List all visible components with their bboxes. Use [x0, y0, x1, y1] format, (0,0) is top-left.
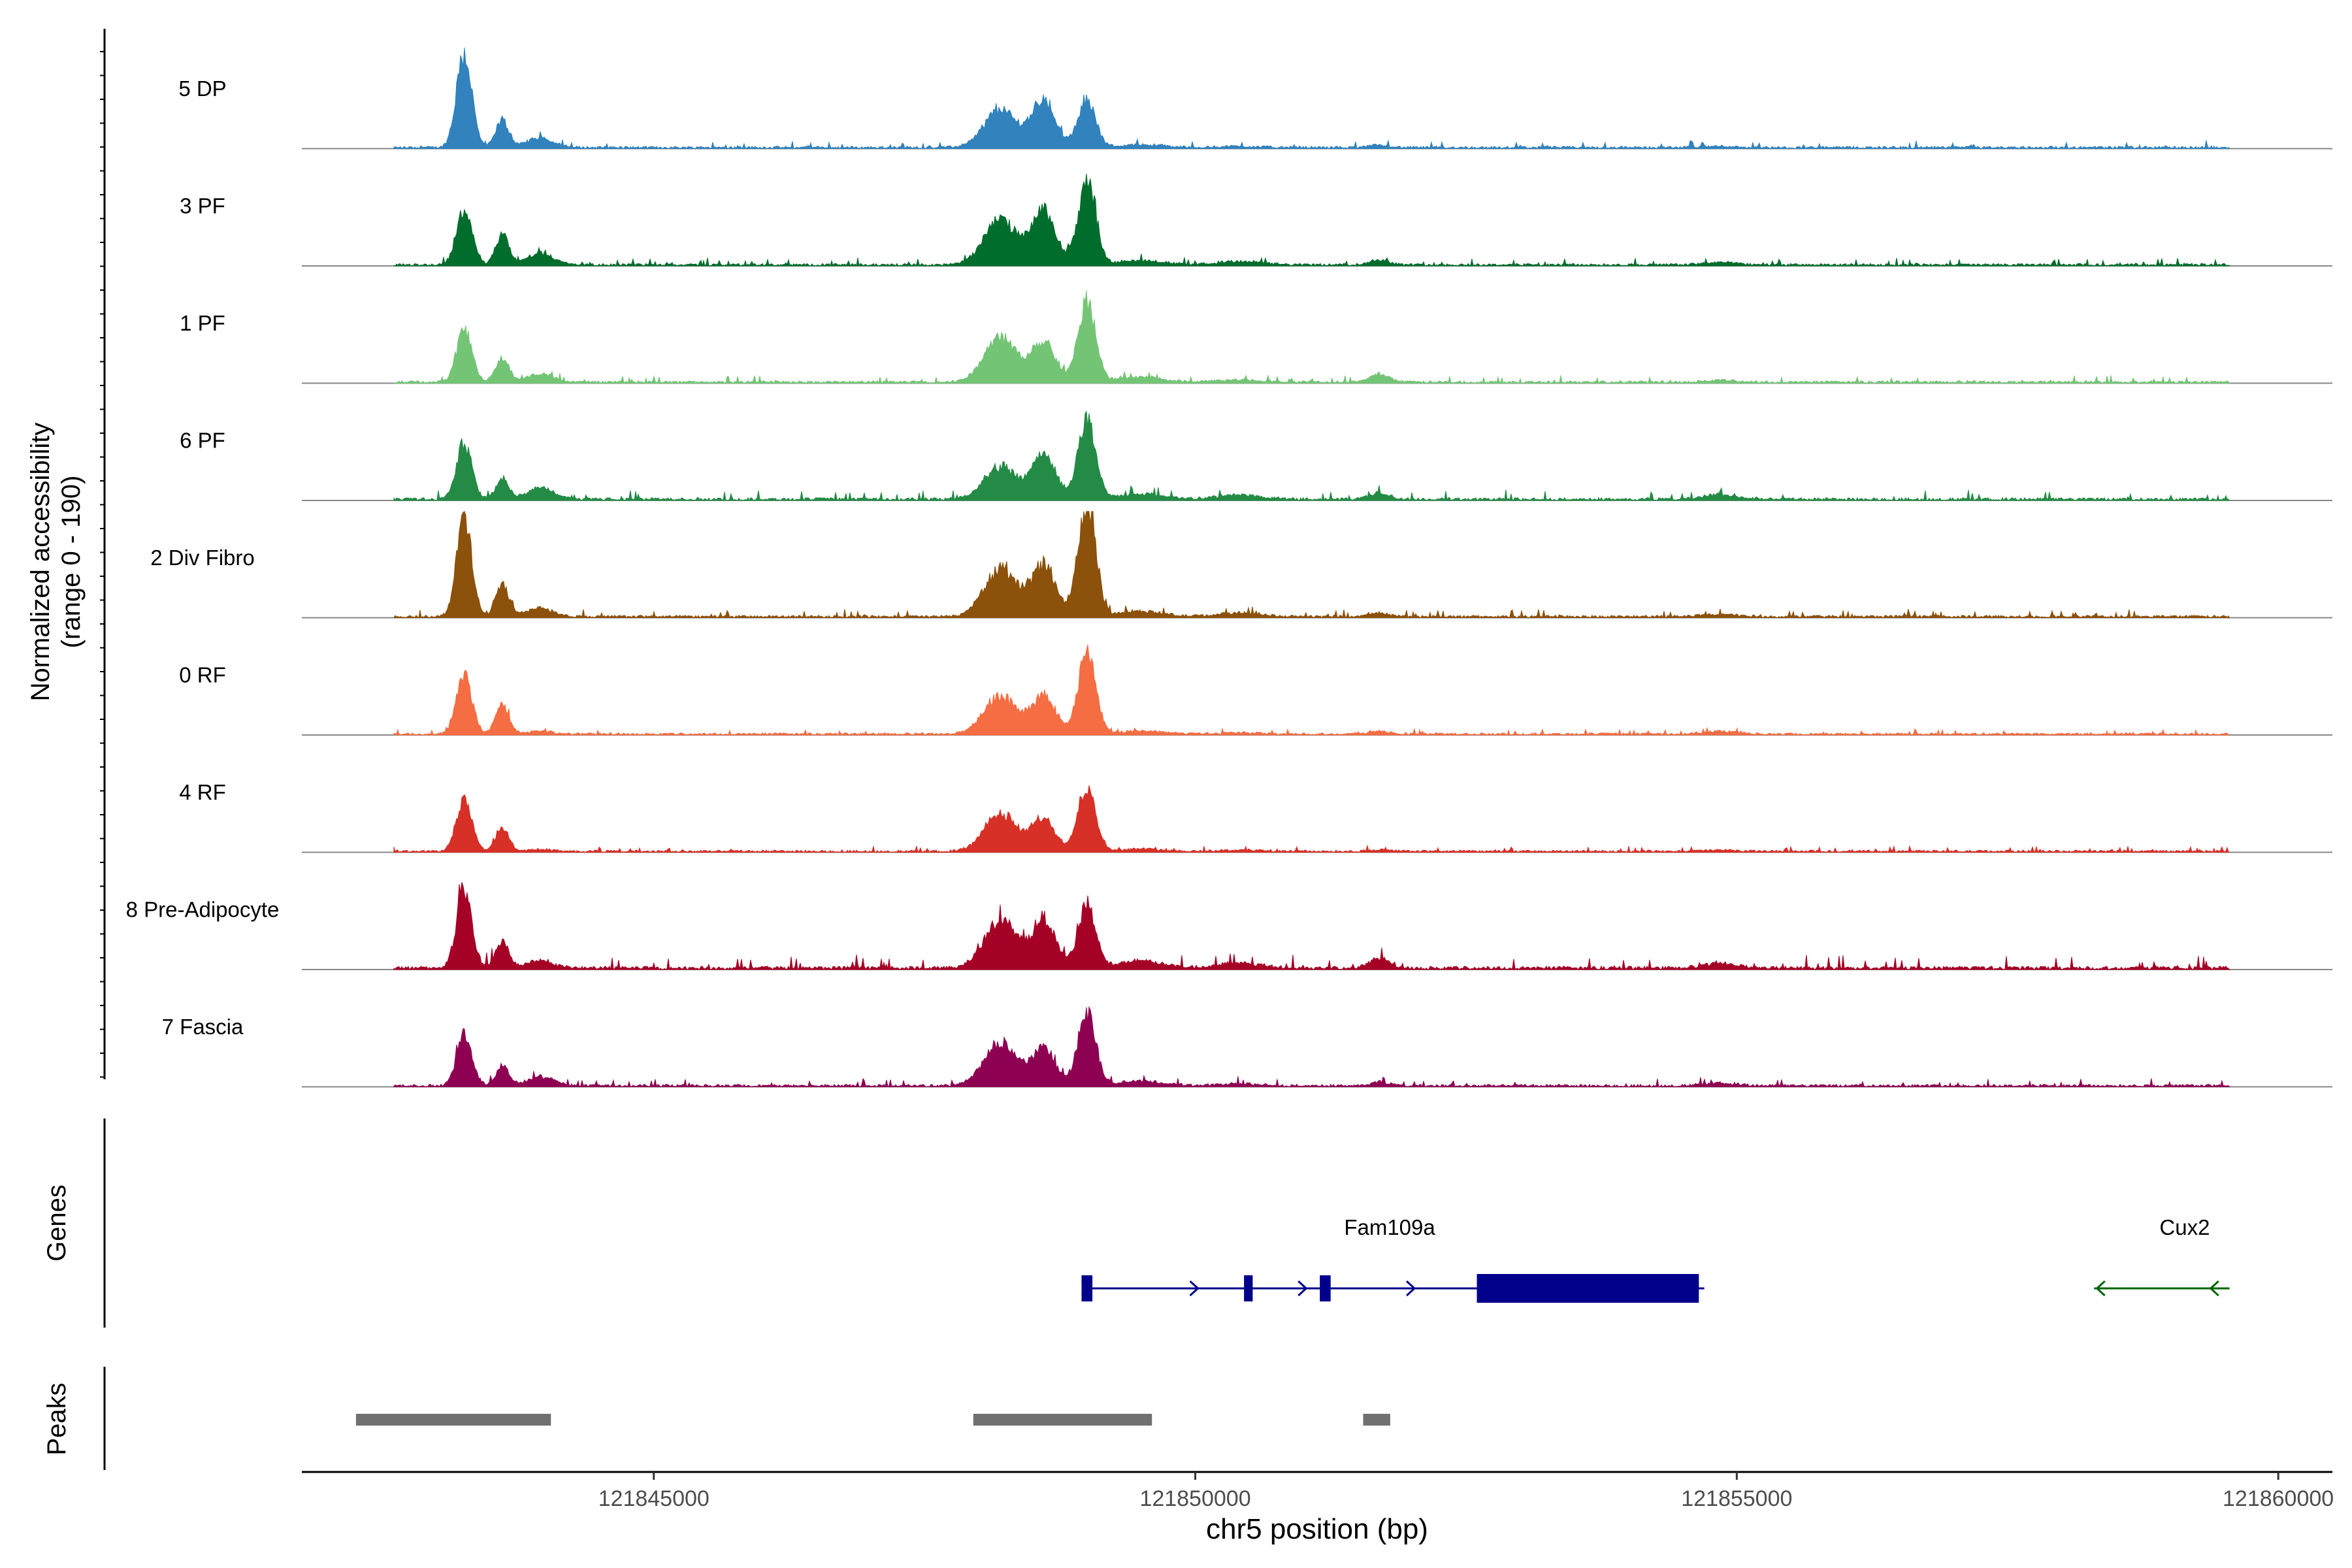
gene-name-label: Cux2 — [2159, 1215, 2210, 1239]
y-axis-title-line2: (range 0 - 190) — [57, 476, 86, 649]
genes-track: Fam109a Cux2 — [1081, 1215, 2230, 1303]
track-label: 3 PF — [180, 194, 225, 218]
track-2-div-fibro — [302, 511, 2332, 619]
track-7-fascia — [302, 1005, 2332, 1088]
accessibility-area — [393, 511, 2230, 619]
track-label: 1 PF — [180, 311, 225, 335]
track-8-pre-adipocyte — [302, 882, 2332, 971]
coverage-tracks — [302, 47, 2332, 1088]
accessibility-area — [393, 785, 2230, 853]
track-6-pf — [302, 410, 2332, 502]
strand-arrow — [2209, 1280, 2219, 1297]
track-label: 8 Pre-Adipocyte — [126, 898, 280, 922]
track-label: 0 RF — [179, 663, 226, 687]
track-label: 7 Fascia — [162, 1015, 244, 1039]
track-label: 6 PF — [180, 429, 225, 453]
track-5-dp — [302, 47, 2332, 150]
strand-arrow — [1081, 1280, 1091, 1297]
peaks-track-label: Peaks — [42, 1382, 71, 1455]
x-axis-title: chr5 position (bp) — [1206, 1513, 1428, 1545]
strand-arrow — [1298, 1280, 1308, 1297]
gene-name-label: Fam109a — [1344, 1215, 1435, 1239]
peaks-track — [355, 1414, 1390, 1426]
x-tick-label: 121860000 — [2223, 1486, 2334, 1511]
track-labels: 5 DP 3 PF 1 PF 6 PF 2 Div Fibro 0 RF 4 RF 8 Pre… — [126, 76, 280, 1039]
track-0-rf — [302, 644, 2332, 736]
track-label: 5 DP — [178, 76, 226, 101]
accessibility-area — [393, 47, 2230, 150]
genes-track-label: Genes — [42, 1184, 71, 1262]
strand-arrow — [2095, 1280, 2106, 1297]
gene-fam109a: Fam109a — [1081, 1215, 1705, 1303]
gene-cux2: Cux2 — [2094, 1215, 2230, 1297]
peak-region — [973, 1414, 1152, 1426]
gene-exon — [1081, 1275, 1093, 1301]
gene-exon — [1244, 1275, 1253, 1301]
track-label: 4 RF — [179, 780, 226, 804]
strand-arrow — [1189, 1280, 1200, 1297]
accessibility-area — [393, 410, 2230, 502]
y-axis-title-line1: Normalized accessibility — [26, 423, 55, 702]
x-tick-label: 121845000 — [598, 1486, 710, 1511]
x-tick-label: 121850000 — [1139, 1486, 1250, 1511]
accessibility-axis — [100, 29, 106, 1079]
track-1-pf — [302, 290, 2332, 384]
accessibility-area — [393, 882, 2230, 971]
peak-region — [355, 1414, 551, 1426]
x-tick-label: 121855000 — [1681, 1486, 1792, 1511]
accessibility-area — [393, 173, 2231, 267]
track-3-pf — [302, 173, 2332, 267]
strand-arrow — [1406, 1280, 1416, 1297]
accessibility-area — [393, 1005, 2230, 1088]
gene-exon — [1320, 1275, 1331, 1301]
track-4-rf — [302, 785, 2332, 853]
track-label: 2 Div Fibro — [150, 546, 255, 570]
accessibility-area — [393, 290, 2230, 384]
gene-cds-block — [1477, 1274, 1699, 1303]
peak-region — [1363, 1414, 1390, 1426]
accessibility-area — [393, 644, 2231, 736]
x-axis-ticks: 121845000 121850000 121855000 121860000 — [598, 1472, 2334, 1511]
